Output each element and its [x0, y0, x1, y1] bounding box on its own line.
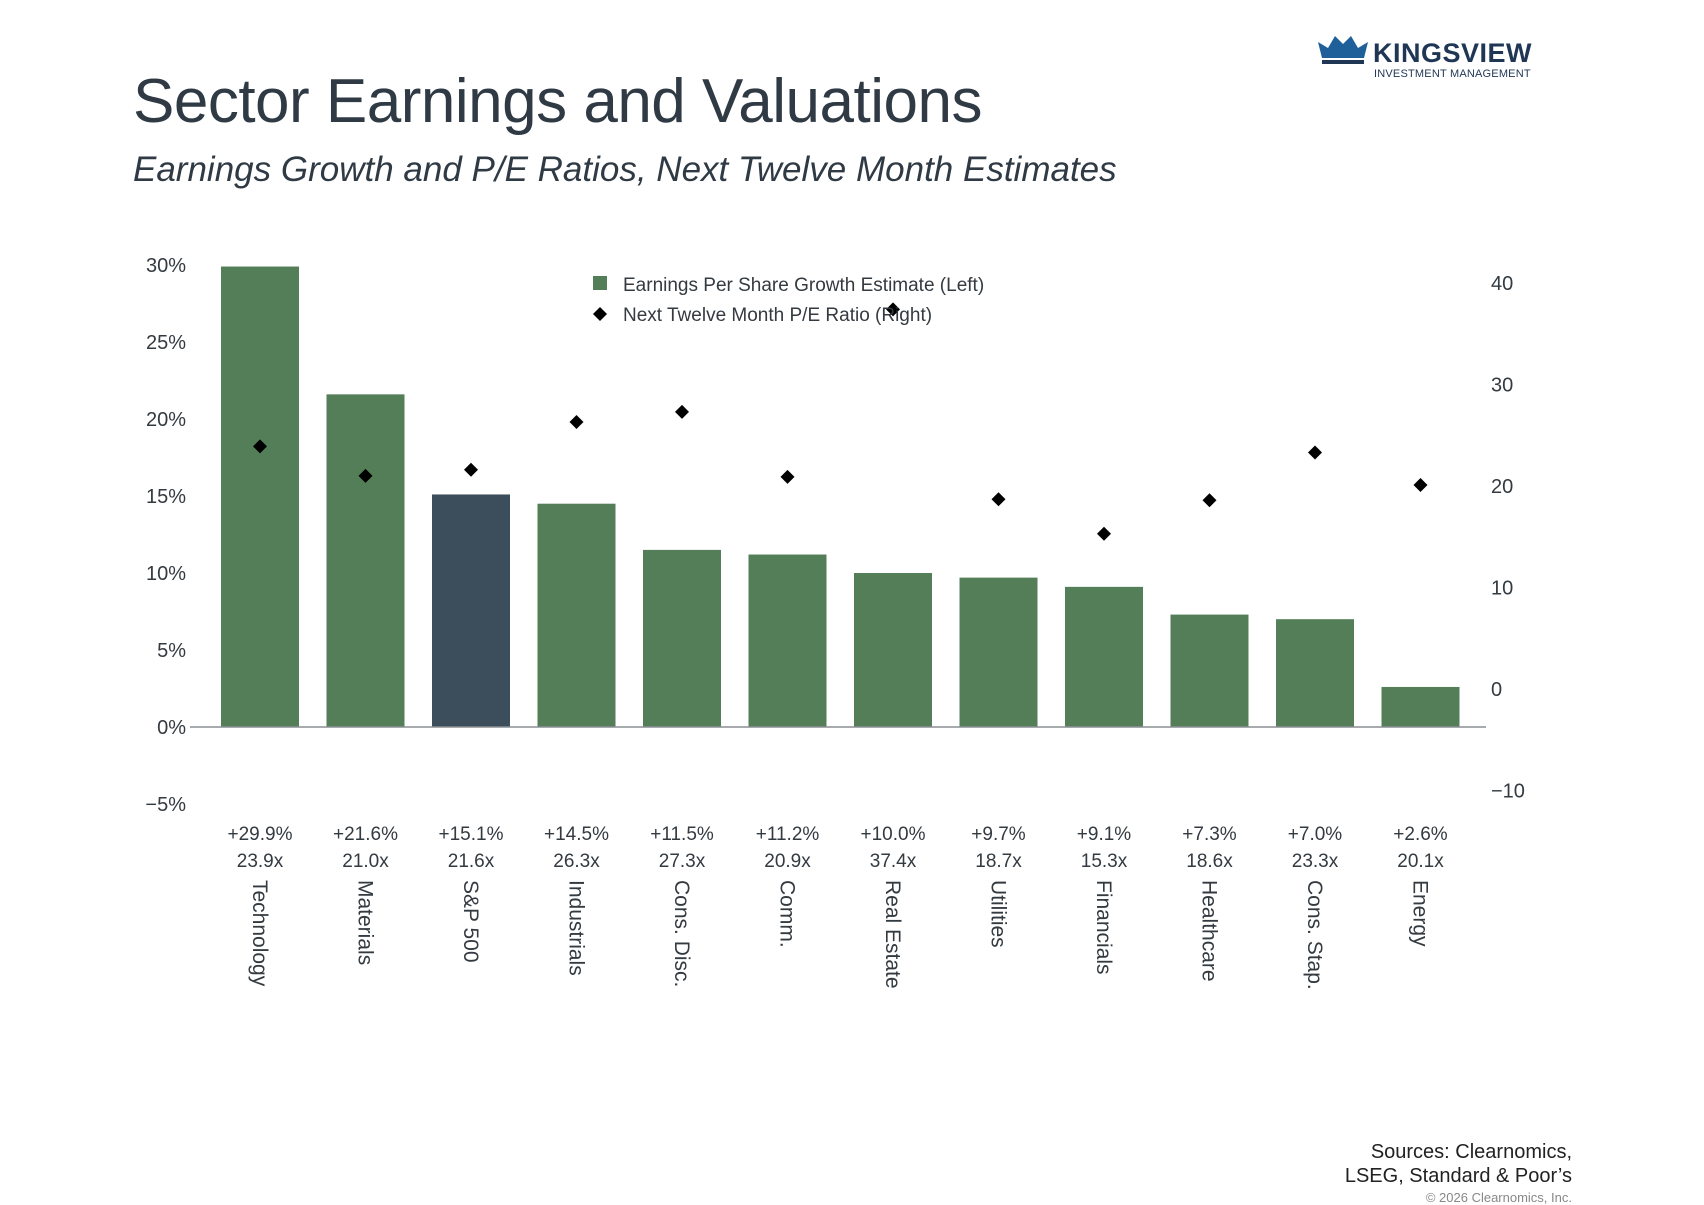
bar-s-p-500: [432, 494, 510, 727]
category-label: S&P 500: [459, 880, 482, 963]
pe-label: 21.0x: [342, 851, 389, 872]
growth-label: +29.9%: [228, 824, 293, 845]
pe-label: 23.3x: [1292, 851, 1339, 872]
pe-marker-industrials: [569, 415, 584, 430]
legend-bar-label: Earnings Per Share Growth Estimate (Left…: [623, 275, 984, 296]
growth-label: +7.0%: [1288, 824, 1343, 845]
pe-label: 18.6x: [1186, 851, 1233, 872]
growth-label: +11.5%: [650, 824, 714, 845]
sources-line-2: LSEG, Standard & Poor’s: [1344, 1165, 1572, 1187]
pe-label: 20.1x: [1397, 851, 1444, 872]
right-axis-tick-label: 20: [1491, 476, 1513, 498]
right-axis-tick-label: 30: [1491, 375, 1513, 397]
left-axis-tick-label: 20%: [146, 409, 186, 431]
pe-marker-energy: [1413, 477, 1428, 492]
pe-marker-technology: [253, 439, 267, 454]
bar-real-estate: [854, 573, 932, 727]
left-axis-tick-label: 25%: [146, 332, 186, 354]
bar-healthcare: [1170, 614, 1249, 727]
category-label: Cons. Stap.: [1303, 880, 1326, 990]
pe-marker-cons-disc-: [675, 404, 689, 419]
category-label: Cons. Disc.: [670, 880, 693, 987]
category-label: Utilities: [987, 880, 1010, 948]
bar-comm-: [748, 554, 827, 727]
bar-cons-stap-: [1276, 619, 1354, 727]
logo-name: KINGSVIEW: [1373, 38, 1533, 68]
crown-logo-icon: [1318, 36, 1368, 64]
growth-label: +15.1%: [439, 824, 504, 845]
right-axis-tick-label: −10: [1491, 781, 1525, 803]
left-axis-tick-label: 5%: [157, 640, 186, 662]
kingsview-logo: KINGSVIEW INVESTMENT MANAGEMENT: [1318, 30, 1548, 80]
left-axis-tick-label: 0%: [157, 717, 186, 739]
pe-marker-cons-stap-: [1308, 445, 1322, 460]
left-axis-tick-label: 30%: [146, 255, 186, 277]
category-label: Energy: [1409, 880, 1432, 947]
pe-label: 18.7x: [975, 851, 1022, 872]
bar-technology: [221, 266, 299, 727]
logo-tagline: INVESTMENT MANAGEMENT: [1374, 68, 1531, 80]
page-subtitle: Earnings Growth and P/E Ratios, Next Twe…: [133, 150, 1117, 189]
pe-label: 37.4x: [870, 851, 917, 872]
pe-label: 20.9x: [764, 851, 811, 872]
pe-marker-financials: [1097, 526, 1111, 541]
page-title: Sector Earnings and Valuations: [133, 67, 982, 136]
pe-label: 15.3x: [1081, 851, 1128, 872]
category-label: Healthcare: [1198, 880, 1221, 982]
bar-industrials: [537, 503, 616, 727]
category-label: Technology: [248, 880, 271, 987]
growth-label: +10.0%: [861, 824, 926, 845]
category-label: Real Estate: [881, 880, 904, 989]
pe-label: 23.9x: [237, 851, 284, 872]
sector-chart: −5% 0% 5% 10% 15% 20% 25% 30% −10 0 10 20 30 40 +29.9%…: [145, 255, 1525, 990]
sources-line-1: Sources: Clearnomics,: [1370, 1141, 1572, 1163]
copyright: © 2026 Clearnomics, Inc.: [1425, 1190, 1572, 1205]
legend-bar-swatch: [593, 276, 607, 290]
bar-financials: [1065, 586, 1143, 727]
right-axis-tick-label: 40: [1491, 273, 1513, 295]
right-axis-tick-label: 10: [1491, 578, 1513, 600]
pe-label: 26.3x: [553, 851, 600, 872]
growth-label: +14.5%: [544, 824, 609, 845]
category-label: Comm.: [776, 880, 799, 948]
growth-label: +7.3%: [1182, 824, 1237, 845]
growth-label: +21.6%: [333, 824, 398, 845]
growth-label: +11.2%: [756, 824, 820, 845]
pe-marker-comm-: [780, 469, 795, 484]
pe-marker-real-estate: [886, 302, 900, 317]
growth-label: +9.1%: [1077, 824, 1132, 845]
bar-utilities: [959, 577, 1038, 727]
pe-marker-s-p-500: [464, 462, 478, 477]
pe-label: 21.6x: [448, 851, 495, 872]
bar-materials: [326, 394, 405, 727]
category-label: Materials: [354, 880, 377, 965]
category-label: Financials: [1092, 880, 1115, 975]
pe-label: 27.3x: [659, 851, 706, 872]
category-label: Industrials: [565, 880, 588, 976]
left-axis-tick-label: −5%: [145, 794, 186, 816]
bar-cons-disc-: [643, 549, 721, 727]
legend-marker-swatch: [593, 307, 607, 321]
sources-note: Sources: Clearnomics, LSEG, Standard & P…: [1345, 1140, 1572, 1188]
pe-marker-utilities: [991, 492, 1006, 507]
left-axis-tick-label: 10%: [146, 563, 186, 585]
left-axis-tick-label: 15%: [146, 486, 186, 508]
growth-label: +2.6%: [1393, 824, 1448, 845]
bar-energy: [1381, 686, 1460, 727]
growth-label: +9.7%: [971, 824, 1026, 845]
right-axis-tick-label: 0: [1491, 679, 1502, 701]
pe-marker-healthcare: [1202, 493, 1217, 508]
legend-marker-label: Next Twelve Month P/E Ratio (Right): [623, 305, 932, 326]
pe-marker-materials: [358, 468, 373, 483]
